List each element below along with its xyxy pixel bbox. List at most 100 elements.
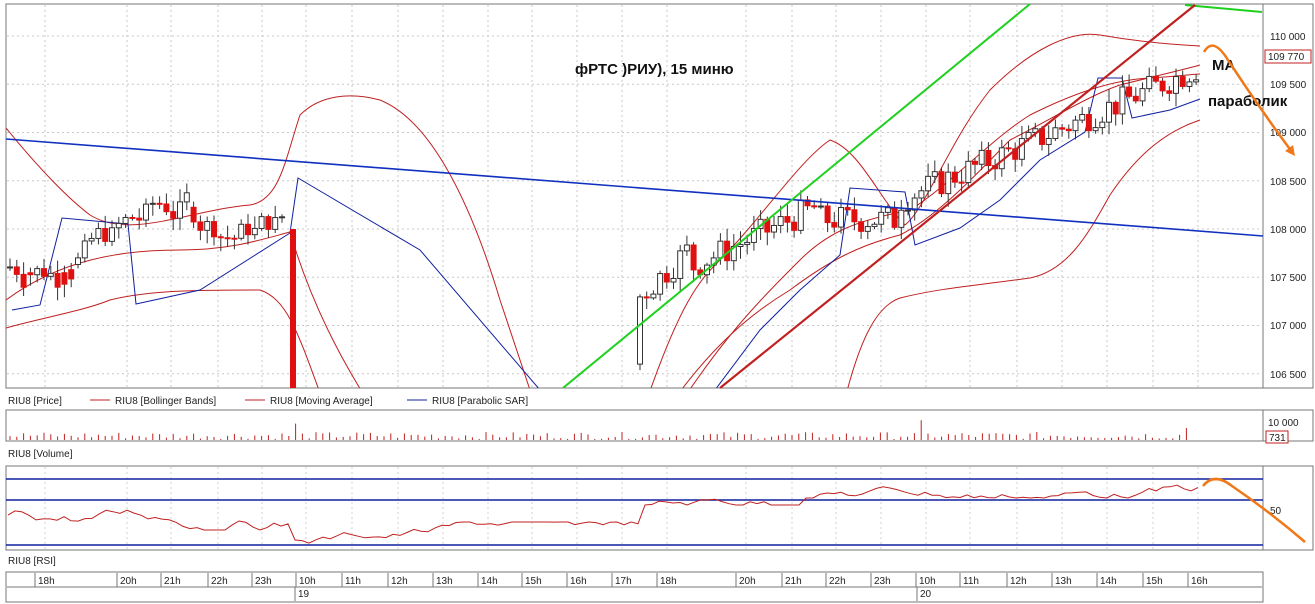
candle-body-10 bbox=[75, 257, 81, 265]
time-label-12: 17h bbox=[615, 576, 632, 587]
candle-body-112 bbox=[1112, 101, 1119, 115]
price-tick-109000: 109 000 bbox=[1270, 128, 1307, 139]
candle-body-7 bbox=[54, 272, 61, 288]
legend-sar[interactable]: RIU8 [Parabolic SAR] bbox=[432, 396, 528, 407]
candle-body-25 bbox=[177, 201, 183, 219]
candle-body-58 bbox=[750, 227, 757, 243]
candle-body-1 bbox=[13, 266, 20, 275]
candle-body-116 bbox=[1139, 88, 1146, 102]
legend-volume[interactable]: RIU8 [Volume] bbox=[8, 449, 73, 460]
candle-body-121 bbox=[1173, 76, 1179, 94]
candle-body-107 bbox=[1079, 114, 1086, 121]
candle-body-17 bbox=[122, 216, 129, 224]
time-axis-labels: 18h 20h 21h 22h 23h 10h 11h 12h 13h 14h 15h 16h 17h 1… bbox=[7, 573, 1262, 601]
chart-title: фРТС )РИУ), 15 миню bbox=[575, 61, 734, 78]
rsi-indicator bbox=[6, 478, 1263, 546]
candle-body-38 bbox=[265, 216, 272, 230]
time-label-24: 16h bbox=[1191, 576, 1208, 587]
candle-body-2 bbox=[20, 273, 27, 288]
bollinger-upper-day20 bbox=[650, 33, 1201, 388]
last-price-box bbox=[1264, 49, 1312, 64]
candle-body-27 bbox=[190, 206, 197, 223]
candle-body-8 bbox=[61, 272, 68, 285]
candle-body-84 bbox=[925, 175, 932, 192]
rsi-tick-50: 50 bbox=[1270, 506, 1282, 517]
rsi-line bbox=[7, 484, 1199, 544]
candle-body-104 bbox=[1059, 127, 1066, 130]
candle-body-16 bbox=[115, 222, 122, 229]
candle-body-122 bbox=[1179, 76, 1186, 87]
candle-body-4 bbox=[34, 268, 41, 276]
candle-body-124 bbox=[1193, 79, 1200, 83]
candle-body-19 bbox=[136, 217, 143, 221]
volume-tick: 10 000 bbox=[1268, 418, 1299, 429]
bollinger-lower-day19 bbox=[6, 289, 319, 388]
candle-body-29 bbox=[204, 221, 211, 231]
time-label-14: 20h bbox=[739, 576, 756, 587]
candle-body-46 bbox=[670, 277, 677, 283]
candle-body-42 bbox=[643, 296, 650, 299]
last-volume-label: 731 bbox=[1269, 433, 1286, 444]
candles bbox=[7, 66, 1200, 388]
time-label-16: 22h bbox=[829, 576, 846, 587]
candle-body-123 bbox=[1186, 81, 1193, 87]
candle-body-90 bbox=[965, 160, 972, 184]
green-top-line bbox=[1184, 4, 1263, 13]
candle-body-103 bbox=[1052, 127, 1059, 139]
candle-body-43 bbox=[650, 293, 657, 299]
candle-body-13 bbox=[95, 228, 102, 239]
legend-price[interactable]: RIU8 [Price] bbox=[8, 396, 62, 407]
candle-body-85 bbox=[931, 171, 938, 177]
legend-rsi[interactable]: RIU8 [RSI] bbox=[8, 556, 56, 567]
rsi-panel bbox=[5, 465, 1264, 551]
candle-body-49 bbox=[690, 244, 697, 271]
candle-body-5 bbox=[41, 268, 47, 277]
trend-lines bbox=[5, 3, 1264, 389]
candle-body-32 bbox=[224, 237, 231, 240]
day-label-20: 20 bbox=[920, 589, 932, 600]
candle-body-109 bbox=[1092, 127, 1099, 132]
time-label-3: 22h bbox=[211, 576, 228, 587]
candle-body-86 bbox=[938, 171, 945, 195]
moving-average-mid-day20 bbox=[690, 73, 1201, 388]
blue-trend-line bbox=[5, 138, 1264, 237]
moving-average-day19 bbox=[6, 231, 361, 388]
time-label-13: 18h bbox=[660, 576, 677, 587]
candle-body-91 bbox=[972, 160, 978, 165]
legend-ma[interactable]: RIU8 [Moving Average] bbox=[270, 396, 373, 407]
candle-body-115 bbox=[1132, 95, 1139, 102]
candle-body-53 bbox=[717, 240, 724, 259]
candle-body-89 bbox=[958, 181, 965, 184]
candle-body-88 bbox=[951, 171, 958, 183]
candle-body-18 bbox=[129, 216, 136, 219]
candle-body-62 bbox=[777, 216, 784, 226]
candle-body-12 bbox=[88, 237, 95, 242]
time-label-4: 23h bbox=[255, 576, 272, 587]
candle-body-37 bbox=[258, 216, 265, 229]
last-price-label: 109 770 bbox=[1268, 52, 1305, 63]
candle-body-35 bbox=[245, 223, 251, 236]
candle-body-65 bbox=[797, 199, 804, 231]
candle-body-79 bbox=[891, 207, 898, 228]
candle-body-96 bbox=[1005, 147, 1012, 150]
price-tick-110000: 110 000 bbox=[1270, 32, 1306, 43]
red-trend-line bbox=[719, 4, 1196, 389]
candle-body-23 bbox=[163, 203, 170, 213]
candle-body-28 bbox=[197, 221, 204, 231]
candle-body-14 bbox=[102, 228, 109, 242]
candle-body-83 bbox=[918, 190, 925, 199]
time-label-19: 11h bbox=[963, 576, 979, 587]
volume-bars bbox=[9, 420, 1187, 440]
legend-bollinger[interactable]: RIU8 [Bollinger Bands] bbox=[115, 396, 216, 407]
time-label-23: 15h bbox=[1146, 576, 1163, 587]
candle-body-40 bbox=[279, 216, 285, 219]
price-tick-107000: 107 000 bbox=[1270, 321, 1307, 332]
time-label-2: 21h bbox=[164, 576, 181, 587]
candle-body-63 bbox=[784, 216, 791, 223]
candle-body-92 bbox=[978, 149, 985, 165]
candle-body-106 bbox=[1072, 119, 1079, 132]
candle-body-81 bbox=[905, 209, 911, 212]
candle-body-76 bbox=[871, 223, 878, 228]
candle-body-41 bbox=[637, 296, 643, 365]
